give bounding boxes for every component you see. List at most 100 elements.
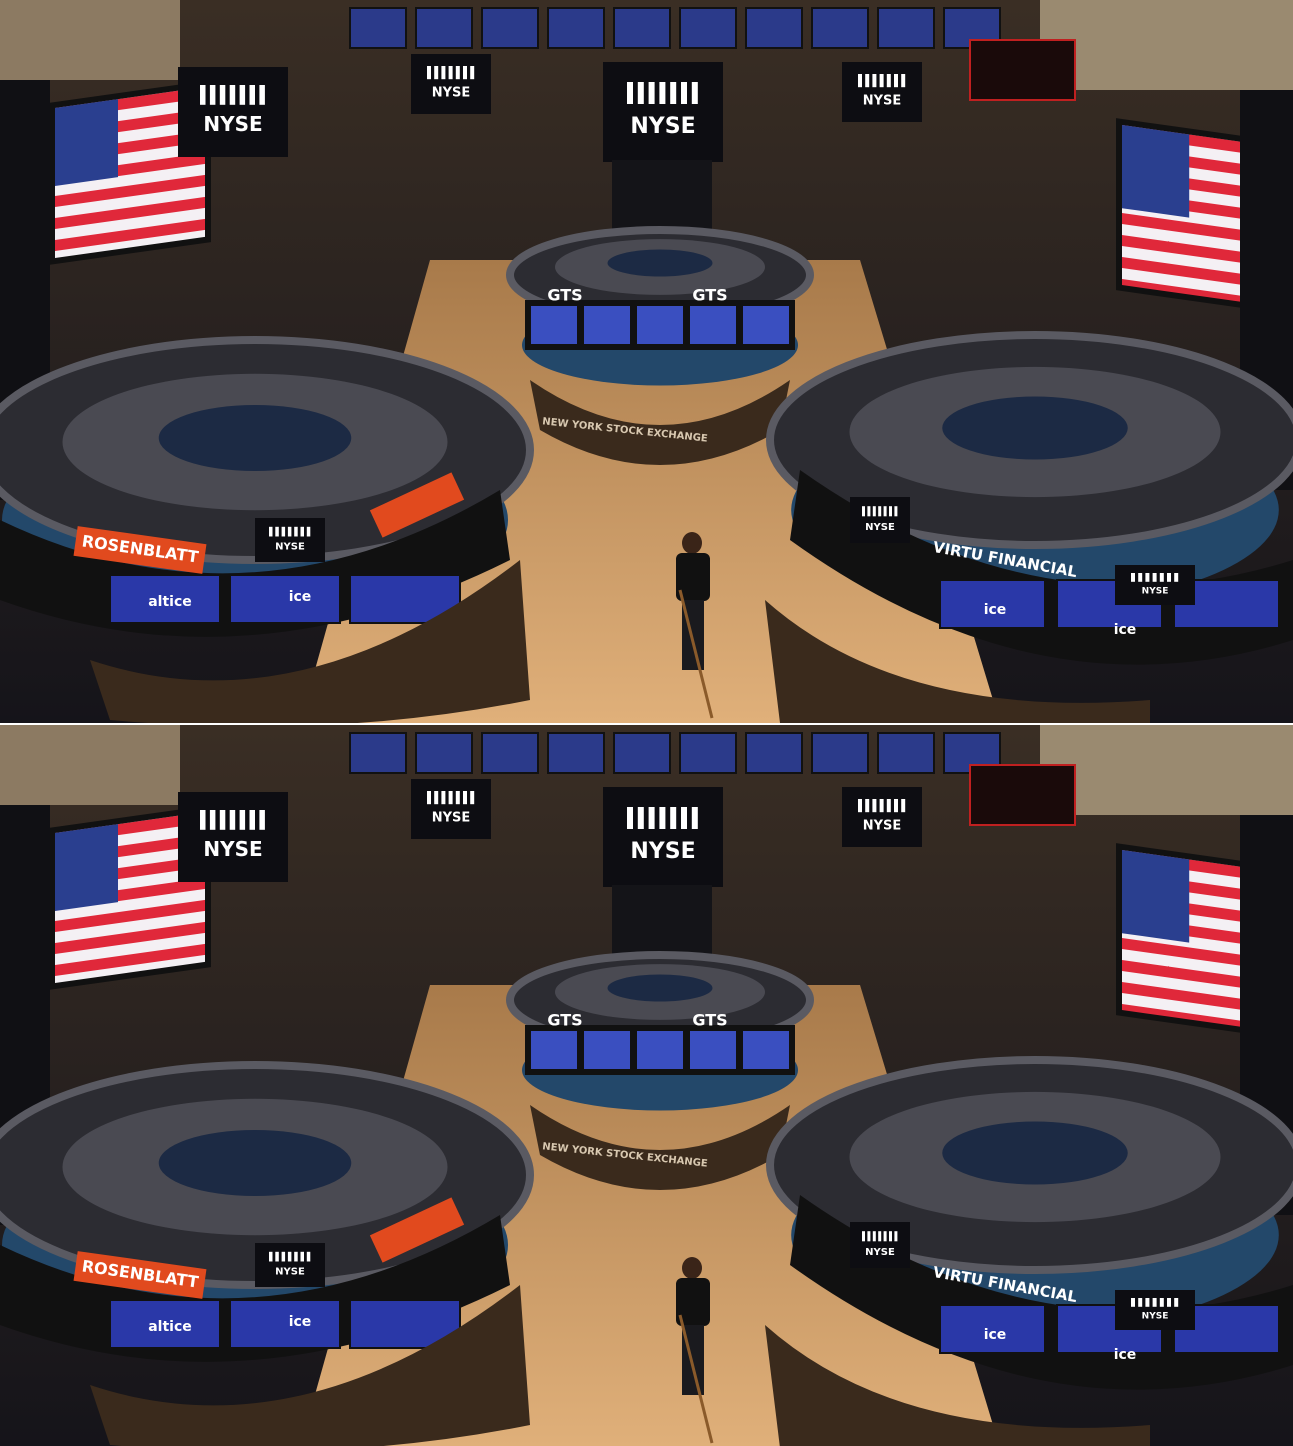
logo-bar [1167,573,1171,582]
sign-text: NYSE [865,522,895,533]
logo-bar [200,810,206,830]
logo-bar [862,506,865,516]
monitor [878,8,934,48]
monitor [636,305,684,345]
logo-bar [887,74,891,87]
logo-bar [649,82,655,104]
logo-bar [867,506,870,516]
logo-bar [659,807,665,829]
logo-bar [884,506,887,516]
flag-canton [55,824,118,911]
logo-bar [878,1231,881,1241]
logo-bar [862,1231,865,1241]
logo-bar [441,791,445,804]
logo-bar [889,1231,892,1241]
logo-bar [887,799,891,812]
logo-bar [1174,1298,1178,1307]
monitor [636,1030,684,1070]
logo-bar [275,1252,279,1262]
logo-bar [638,82,644,104]
logo-bar [470,66,474,79]
monitor [350,8,406,48]
booth-well [159,405,352,471]
sign-text: NYSE [1142,587,1169,597]
logo-bar [269,1252,273,1262]
logo-bar [220,85,226,105]
logo-bar [427,791,431,804]
nyse-screen [842,787,922,847]
logo-bar [275,527,279,537]
logo-bar [470,791,474,804]
logo-bar [259,810,265,830]
logo-bar [880,799,884,812]
logo-bar [463,791,467,804]
logo-bar [894,1231,897,1241]
page: NYSENYSENYSENYSEGTSGTSNEW YORK STOCK EXC… [0,0,1293,1446]
booth-well [608,975,713,1002]
logo-bar [894,799,898,812]
logo-bar [250,85,256,105]
logo-bar [872,74,876,87]
logo-bar [867,1231,870,1241]
nyse-screen [255,1243,325,1287]
logo-bar [627,82,633,104]
logo-bar [659,82,665,104]
logo-bar [449,66,453,79]
sign-text: NYSE [863,94,902,109]
sign-text: GTS [547,286,582,305]
monitor [812,733,868,773]
monitor [548,8,604,48]
logo-bar [894,74,898,87]
logo-bar [240,85,246,105]
monitor [416,8,472,48]
logo-bar [873,506,876,516]
monitor [614,733,670,773]
logo-bar [434,791,438,804]
monitor [746,8,802,48]
sign-text: GTS [692,1011,727,1030]
photo-panel: NYSENYSENYSENYSEGTSGTSNEW YORK STOCK EXC… [0,0,1293,727]
logo-bar [681,807,687,829]
logo-bar [865,799,869,812]
logo-bar [210,85,216,105]
logo-bar [230,810,236,830]
sign-text: ice [984,602,1007,618]
logo-bar [858,74,862,87]
monitor [680,8,736,48]
logo-bar [1138,1298,1142,1307]
logo-bar [200,85,206,105]
monitor [416,733,472,773]
logo-bar [210,810,216,830]
logo-bar [282,527,286,537]
nyse-screen [1115,565,1195,605]
logo-bar [250,810,256,830]
logo-bar [434,66,438,79]
sign-text: ice [289,589,312,605]
flag-canton [1122,125,1189,218]
booth-well [608,250,713,277]
sign-text: NYSE [203,837,262,861]
logo-bar [638,807,644,829]
sign-text: ice [1114,622,1137,638]
nyse-screen [411,54,491,114]
monitor [530,1030,578,1070]
logo-bar [301,1252,305,1262]
logo-bar [901,799,905,812]
logo-bar [681,82,687,104]
panel-divider [0,723,1293,725]
sign-text: NYSE [630,114,695,139]
sign-text: NYSE [203,112,262,136]
logo-bar [872,799,876,812]
sign-text: NYSE [863,819,902,834]
logo-bar [301,527,305,537]
logo-bar [294,1252,298,1262]
logo-bar [456,66,460,79]
logo-bar [894,506,897,516]
logo-bar [649,807,655,829]
board [970,765,1075,825]
logo-bar [865,74,869,87]
logo-bar [1153,573,1157,582]
sign-text: ice [984,1327,1007,1343]
sign-text: NYSE [1142,1312,1169,1322]
